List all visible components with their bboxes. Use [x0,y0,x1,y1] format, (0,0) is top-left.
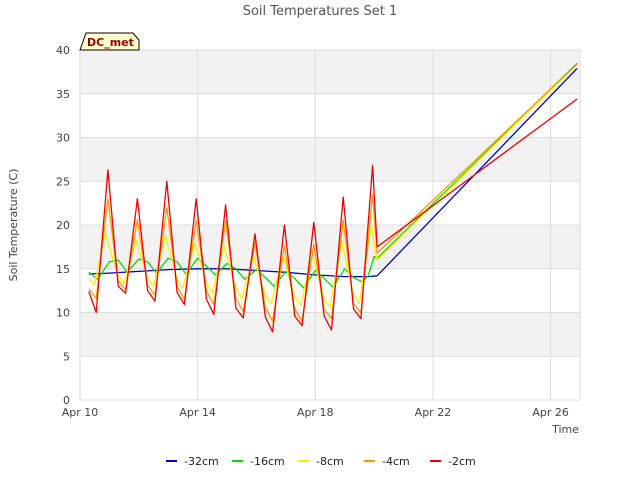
legend-label: -4cm [382,455,410,468]
x-tick-label: Apr 10 [62,406,99,419]
plot-band [80,225,580,269]
y-tick-label: 40 [56,44,70,57]
x-tick-label: Apr 18 [297,406,334,419]
site-label-text: DC_met [87,36,134,49]
y-tick-label: 25 [56,175,70,188]
y-tick-label: 15 [56,263,70,276]
y-tick-label: 35 [56,88,70,101]
legend-label: -32cm [184,455,219,468]
plot-band [80,356,580,400]
x-tick-label: Apr 26 [532,406,569,419]
x-tick-label: Apr 14 [179,406,216,419]
plot-band [80,94,580,138]
y-tick-label: 20 [56,219,70,232]
y-tick-label: 10 [56,307,70,320]
soil-temperature-chart: Soil Temperatures Set 1 0510152025303540… [0,0,640,480]
legend-label: -2cm [448,455,476,468]
y-tick-label: 30 [56,132,70,145]
legend-label: -8cm [316,455,344,468]
plot-band [80,181,580,225]
legend-label: -16cm [250,455,285,468]
x-tick-label: Apr 22 [415,406,452,419]
site-label-badge: DC_met [80,33,139,50]
chart-title: Soil Temperatures Set 1 [243,4,398,19]
y-tick-label: 5 [63,350,70,363]
plot-band [80,313,580,357]
plot-band [80,50,580,94]
x-axis-label: Time [551,423,579,436]
y-axis-label: Soil Temperature (C) [7,169,20,282]
